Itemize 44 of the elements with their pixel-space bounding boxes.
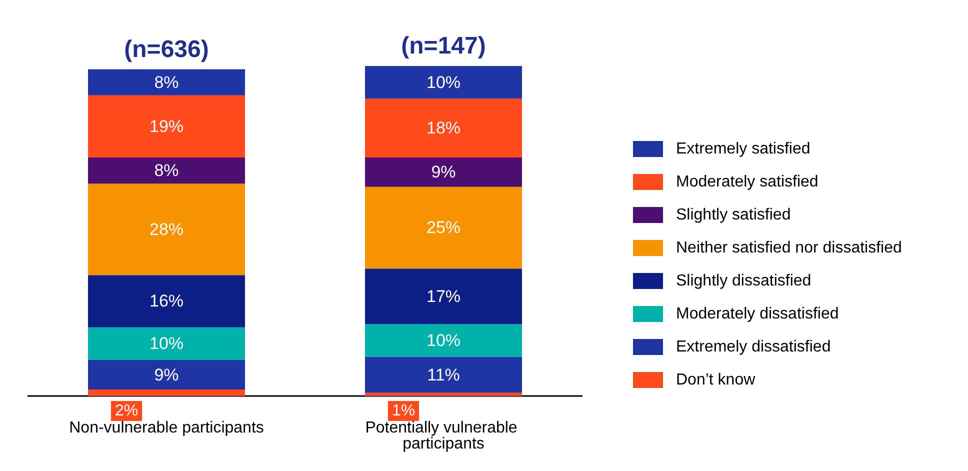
bar (365, 66, 522, 99)
data-label: 11% (427, 365, 460, 384)
legend-label: Don’t know (676, 372, 756, 388)
bar (365, 356, 522, 393)
data-label: 28% (149, 220, 184, 239)
bar (88, 389, 245, 396)
x-tick-label: Potentially vulnerable participants (365, 420, 522, 452)
legend-label: Moderately dissatisfied (676, 306, 839, 322)
bar (88, 157, 245, 184)
x-tick-label: Non-vulnerable participants (69, 420, 264, 436)
legend-label: Slightly satisfied (676, 206, 791, 224)
bar (365, 392, 522, 396)
bar (365, 268, 522, 324)
bar (88, 360, 245, 390)
bar (88, 275, 245, 328)
bar (88, 95, 245, 158)
text: (n=147) (401, 32, 486, 60)
data-label: 18% (426, 118, 461, 138)
data-label: 19% (149, 116, 184, 136)
bar (365, 157, 522, 187)
data-label: 2% (114, 402, 138, 420)
legend-label: Neither satisfied nor dissatisfied (676, 240, 902, 256)
bar (88, 327, 245, 360)
legend-label: Slightly dissatisfied (676, 272, 812, 290)
legend-label: Extremely satisfied (676, 140, 810, 158)
legend-label: Moderately satisfied (676, 174, 818, 190)
data-label: 9% (154, 365, 179, 384)
data-label: 10% (149, 334, 184, 354)
data-label: 1% (392, 402, 416, 420)
data-label: 8% (154, 72, 179, 92)
bar (365, 98, 522, 158)
bar (365, 186, 522, 269)
text: (n=636) (124, 36, 209, 63)
bar (88, 184, 245, 276)
bar (365, 324, 522, 357)
data-label: 16% (149, 292, 184, 311)
legend-label: Extremely dissatisfied (676, 338, 831, 356)
data-label: 25% (426, 218, 461, 238)
data-label: 9% (431, 162, 456, 182)
data-label: 10% (426, 72, 461, 92)
data-label: 17% (426, 286, 461, 306)
data-label: 10% (426, 330, 461, 350)
data-label: 8% (154, 161, 179, 180)
bar (88, 69, 245, 96)
